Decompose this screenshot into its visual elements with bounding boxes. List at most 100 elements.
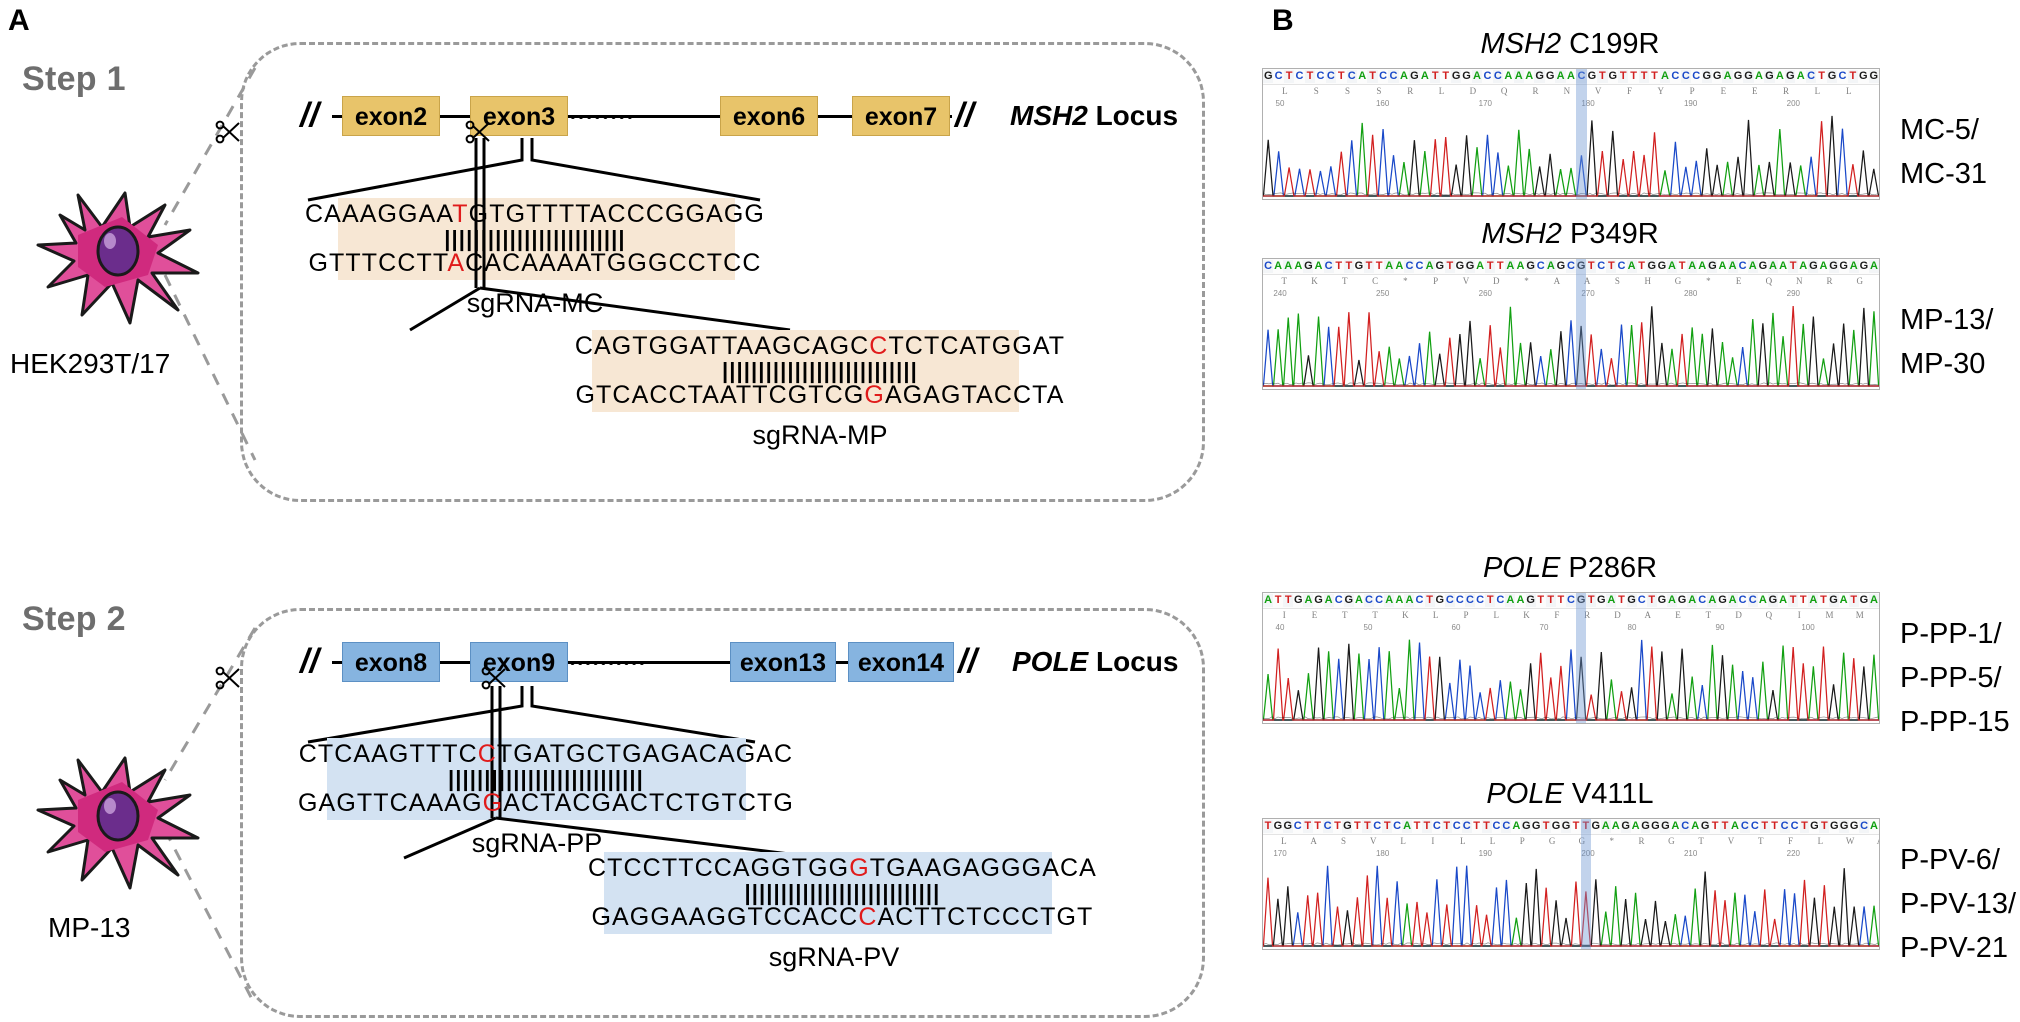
chromatogram-position-row: 50 160 170 180 190 200	[1263, 98, 1879, 109]
base-letter: T	[1638, 70, 1650, 83]
base-letter: A	[1779, 594, 1788, 606]
base-letter: A	[1555, 70, 1566, 83]
base-letter: T	[1496, 260, 1504, 272]
base-letter: A	[1747, 260, 1758, 273]
base-letter: C	[1565, 260, 1577, 273]
exon-box-exon2[interactable]: exon2	[342, 96, 440, 136]
base-letter: C	[1393, 820, 1402, 832]
base-letter: A	[1796, 70, 1805, 82]
base-letter: T	[1421, 820, 1432, 833]
trace-channel-A	[1263, 639, 1879, 721]
base-letter: C	[1464, 594, 1476, 607]
locus-backbone-msh2	[332, 114, 952, 118]
base-letter: G	[1282, 820, 1293, 833]
base-letter: G	[1294, 594, 1303, 606]
aminoacid-letter: L	[1438, 86, 1445, 96]
aminoacid-letter: P	[1519, 836, 1525, 846]
aminoacid-letter: *	[1706, 276, 1711, 286]
base-letter: A	[1611, 820, 1620, 832]
trace-channel-T	[1263, 875, 1879, 947]
sgrna-mp-bottom-strand: GTCACCTAATTCGTCGGAGAGTACCTA	[575, 381, 1065, 409]
base-letter: G	[1829, 820, 1839, 832]
base-letter: C	[1501, 820, 1512, 833]
exon-box-exon3[interactable]: exon3	[470, 96, 568, 136]
base-letter: G	[1849, 820, 1859, 832]
sgrna-mc-rows: CAAAGGAATGTGTTTTACCCGGAGG ||||||||||||||…	[305, 198, 765, 280]
base-letter: T	[1430, 70, 1441, 83]
base-letter: A	[1384, 260, 1395, 273]
base-letter: G	[1620, 820, 1631, 833]
base-letter: A	[1424, 260, 1435, 273]
base-letter: T	[1586, 260, 1597, 273]
aminoacid-letter: E	[1311, 610, 1318, 620]
aminoacid-letter: A	[1553, 276, 1561, 286]
aminoacid-letter: M	[1855, 610, 1864, 620]
base-letter: G	[1859, 260, 1869, 272]
base-letter: C	[1375, 594, 1384, 606]
position-number: 190	[1683, 99, 1698, 108]
connector-exon13-sgrna-pv	[403, 686, 823, 860]
base-letter: C	[1859, 820, 1870, 833]
base-letter: A	[1399, 70, 1408, 82]
base-letter: G	[1712, 70, 1722, 82]
base-letter: A	[1402, 820, 1413, 833]
aminoacid-letter: V	[1727, 836, 1735, 846]
trace-channel-G	[1263, 868, 1879, 947]
exon-box-exon9[interactable]: exon9	[470, 642, 568, 682]
panel-b-letter: B	[1272, 4, 1294, 37]
base-letter: T	[1617, 70, 1629, 83]
variant-highlight-column	[1580, 819, 1591, 949]
aminoacid-letter: T	[1342, 276, 1348, 286]
aminoacid-letter: G	[1548, 836, 1556, 846]
sgrna-mc-highlight	[338, 198, 735, 280]
base-letter: G	[1576, 260, 1586, 272]
locus-break-right-pole: //	[958, 642, 977, 681]
sgrna-mc-top-strand: CAAAGGAATGTGTTTTACCCGGAGG	[305, 200, 765, 228]
aminoacid-letter: L	[1281, 836, 1287, 846]
aminoacid-letter: G	[1856, 276, 1864, 286]
sgrna-pv-basepair-bars: |||||||||||||||||||||||||||	[744, 880, 941, 905]
aminoacid-letter: Q	[1765, 610, 1773, 620]
aminoacid-letter: E	[1720, 86, 1727, 96]
base-letter: T	[1362, 820, 1373, 833]
aminoacid-letter: F	[1626, 86, 1632, 96]
chromatogram-position-row: 170 180 190 200 210 220	[1263, 848, 1879, 859]
base-letter: T	[1545, 594, 1556, 607]
aminoacid-letter: P	[1463, 610, 1469, 620]
position-number: 200	[1786, 99, 1800, 108]
base-letter: T	[1337, 70, 1345, 82]
base-letter: G	[1718, 594, 1727, 606]
aminoacid-letter: E	[1735, 276, 1742, 286]
aminoacid-letter: G	[1668, 836, 1675, 846]
sgrna-mp-basepair-bars: |||||||||||||||||||||||||||	[722, 358, 918, 383]
aminoacid-letter: R	[1783, 86, 1790, 96]
sgrna-pv-top-strand: CTCCTTCCAGGTGGGTGAAGAGGGACA	[588, 854, 1097, 882]
base-letter: T	[1788, 594, 1799, 607]
base-letter: G	[1551, 820, 1561, 832]
base-letter: A	[1283, 260, 1294, 273]
exon-box-exon6[interactable]: exon6	[720, 96, 818, 136]
aminoacid-letter: L	[1817, 836, 1824, 846]
base-letter: T	[1335, 260, 1343, 272]
exon-box-exon8[interactable]: exon8	[342, 642, 440, 682]
base-letter: G	[1785, 70, 1796, 83]
base-letter: T	[1541, 820, 1552, 833]
exon-box-exon7[interactable]: exon7	[852, 96, 950, 136]
position-number: 220	[1786, 849, 1800, 858]
aminoacid-letter: I	[1431, 836, 1435, 846]
base-letter: G	[1767, 594, 1778, 607]
exon-box-exon14[interactable]: exon14	[848, 642, 954, 682]
base-letter: A	[1691, 820, 1700, 832]
base-letter: A	[1358, 70, 1367, 82]
base-letter: G	[1700, 820, 1711, 833]
base-letter: C	[1597, 260, 1606, 272]
base-letter: T	[1274, 594, 1282, 606]
exon-box-exon13[interactable]: exon13	[730, 642, 836, 682]
base-letter: G	[1828, 260, 1839, 273]
base-letter: C	[1496, 594, 1505, 606]
